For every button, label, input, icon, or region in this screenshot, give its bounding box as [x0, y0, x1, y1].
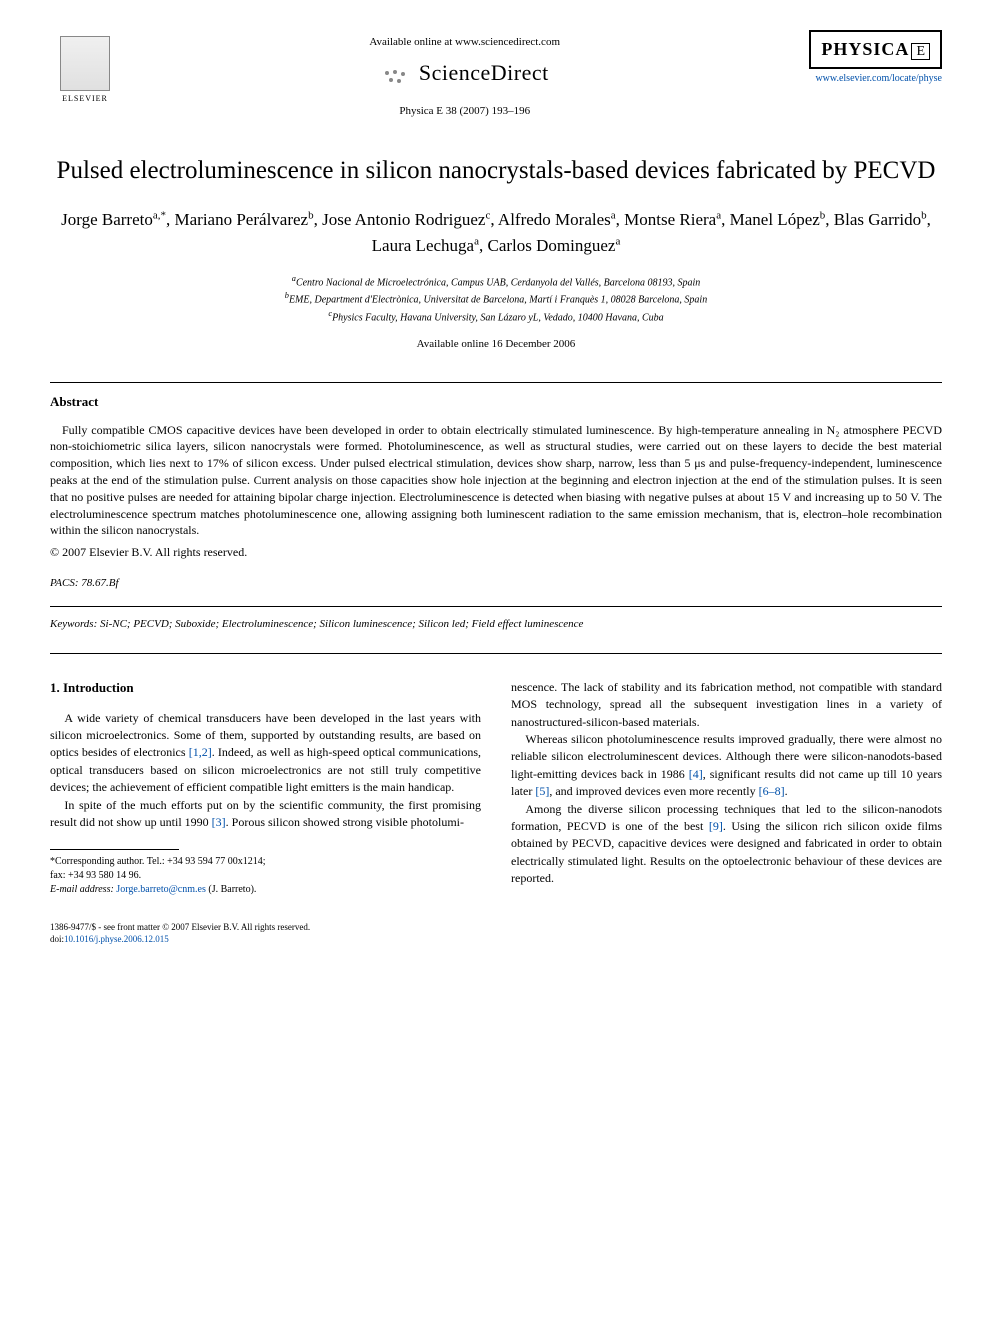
physica-logo-box: PHYSICAE [809, 30, 942, 69]
physica-letter: E [911, 43, 930, 60]
footnote-block: *Corresponding author. Tel.: +34 93 594 … [50, 855, 481, 897]
elsevier-logo: ELSEVIER [50, 30, 120, 110]
abstract-heading: Abstract [50, 393, 942, 411]
keywords-line: Keywords: Si-NC; PECVD; Suboxide; Electr… [50, 617, 942, 632]
physica-block: PHYSICAE www.elsevier.com/locate/physe [809, 30, 942, 86]
journal-reference: Physica E 38 (2007) 193–196 [120, 104, 809, 119]
authors-list: Jorge Barretoa,*, Mariano Perálvarezb, J… [50, 207, 942, 258]
issn-line: 1386-9477/$ - see front matter © 2007 El… [50, 922, 942, 934]
affiliation-a: aCentro Nacional de Microelectrónica, Ca… [50, 273, 942, 290]
ref-link[interactable]: [3] [212, 815, 226, 829]
ref-link[interactable]: [5] [535, 784, 549, 798]
physica-title: PHYSICA [821, 39, 909, 59]
abstract-text: Fully compatible CMOS capacitive devices… [50, 422, 942, 540]
body-paragraph: In spite of the much efforts put on by t… [50, 797, 481, 832]
left-column: 1. Introduction A wide variety of chemic… [50, 679, 481, 898]
divider-mid [50, 606, 942, 607]
available-date: Available online 16 December 2006 [50, 337, 942, 352]
article-title: Pulsed electroluminescence in silicon na… [50, 155, 942, 188]
header-center: Available online at www.sciencedirect.co… [120, 30, 809, 120]
keywords-value: Si-NC; PECVD; Suboxide; Electroluminesce… [100, 618, 583, 630]
affiliations: aCentro Nacional de Microelectrónica, Ca… [50, 273, 942, 325]
page-header: ELSEVIER Available online at www.science… [50, 30, 942, 120]
corresponding-author: *Corresponding author. Tel.: +34 93 594 … [50, 855, 481, 869]
elsevier-tree-icon [60, 36, 110, 91]
email-link[interactable]: Jorge.barreto@cnm.es [116, 884, 206, 895]
pacs-label: PACS: [50, 577, 79, 589]
sciencedirect-dots-icon [381, 67, 411, 87]
ref-link[interactable]: [9] [709, 819, 723, 833]
divider-top [50, 382, 942, 383]
affiliation-c: cPhysics Faculty, Havana University, San… [50, 308, 942, 325]
pacs-value: 78.67.Bf [81, 577, 118, 589]
doi-line: doi:10.1016/j.physe.2006.12.015 [50, 934, 942, 946]
divider-bottom [50, 653, 942, 654]
doi-link[interactable]: 10.1016/j.physe.2006.12.015 [64, 934, 169, 944]
keywords-label: Keywords: [50, 618, 97, 630]
body-paragraph: nescence. The lack of stability and its … [511, 679, 942, 731]
elsevier-label: ELSEVIER [62, 93, 108, 104]
sciencedirect-text: ScienceDirect [419, 60, 549, 85]
email-line: E-mail address: Jorge.barreto@cnm.es (J.… [50, 883, 481, 897]
ref-link[interactable]: [6–8] [759, 784, 785, 798]
body-paragraph: Whereas silicon photoluminescence result… [511, 731, 942, 801]
body-paragraph: Among the diverse silicon processing tec… [511, 801, 942, 888]
body-paragraph: A wide variety of chemical transducers h… [50, 710, 481, 797]
abstract-copyright: © 2007 Elsevier B.V. All rights reserved… [50, 544, 942, 561]
section-heading: 1. Introduction [50, 679, 481, 698]
footnote-divider [50, 849, 179, 850]
affiliation-b: bEME, Department d'Electrònica, Universi… [50, 290, 942, 307]
pacs-line: PACS: 78.67.Bf [50, 576, 942, 591]
sciencedirect-logo: ScienceDirect [120, 58, 809, 89]
ref-link[interactable]: [1,2] [189, 745, 212, 759]
ref-link[interactable]: [4] [689, 767, 703, 781]
available-online-text: Available online at www.sciencedirect.co… [120, 35, 809, 50]
locate-link[interactable]: www.elsevier.com/locate/physe [809, 72, 942, 86]
body-columns: 1. Introduction A wide variety of chemic… [50, 679, 942, 898]
bottom-info: 1386-9477/$ - see front matter © 2007 El… [50, 922, 942, 945]
fax-line: fax: +34 93 580 14 96. [50, 869, 481, 883]
right-column: nescence. The lack of stability and its … [511, 679, 942, 898]
